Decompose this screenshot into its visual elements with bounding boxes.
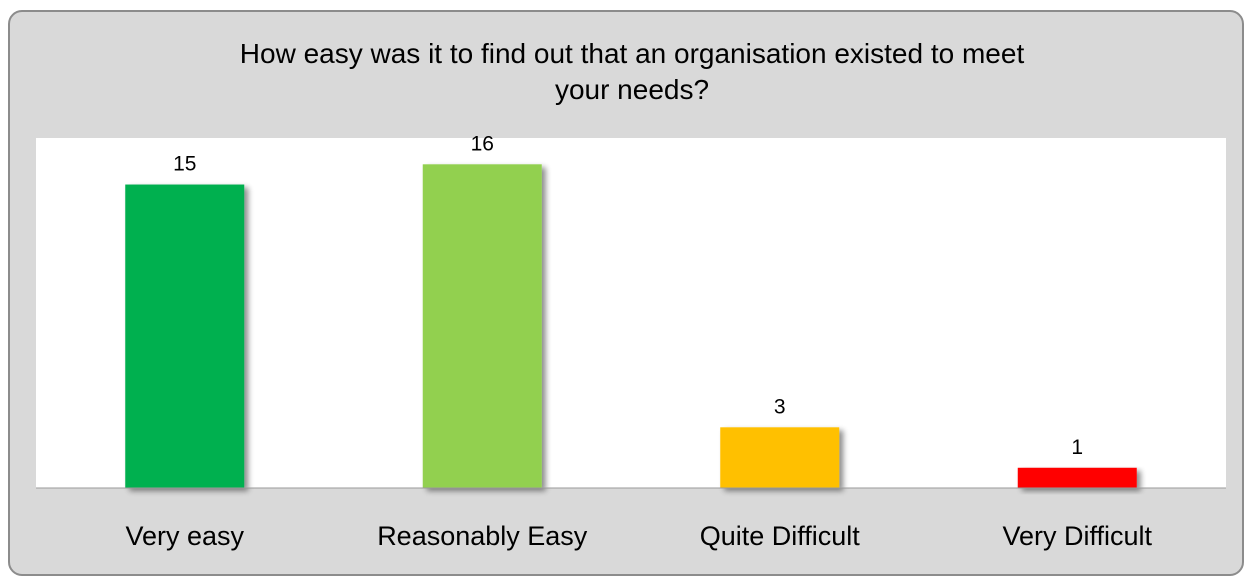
value-label: 16 xyxy=(471,132,494,155)
value-label: 15 xyxy=(173,153,196,176)
bars-group xyxy=(125,164,1137,488)
category-label: Quite Difficult xyxy=(700,521,861,551)
chart-title-line-2: your needs? xyxy=(554,74,710,105)
labels-group: 15 Very easy 16 Reasonably Easy 3 Quite Diffi… xyxy=(125,132,1152,551)
chart-title: How easy was it to find out that an orga… xyxy=(0,36,1253,108)
bar-reasonably-easy xyxy=(422,164,542,488)
bar-very-easy xyxy=(125,184,245,488)
bar-quite-difficult xyxy=(720,427,840,488)
category-label: Reasonably Easy xyxy=(377,521,588,551)
value-label: 1 xyxy=(1071,436,1083,459)
chart-title-line-1: How easy was it to find out that an orga… xyxy=(239,38,1025,69)
category-label: Very easy xyxy=(125,521,244,551)
bar-very-difficult xyxy=(1017,467,1137,488)
category-label: Very Difficult xyxy=(1002,521,1152,551)
value-label: 3 xyxy=(774,395,786,418)
